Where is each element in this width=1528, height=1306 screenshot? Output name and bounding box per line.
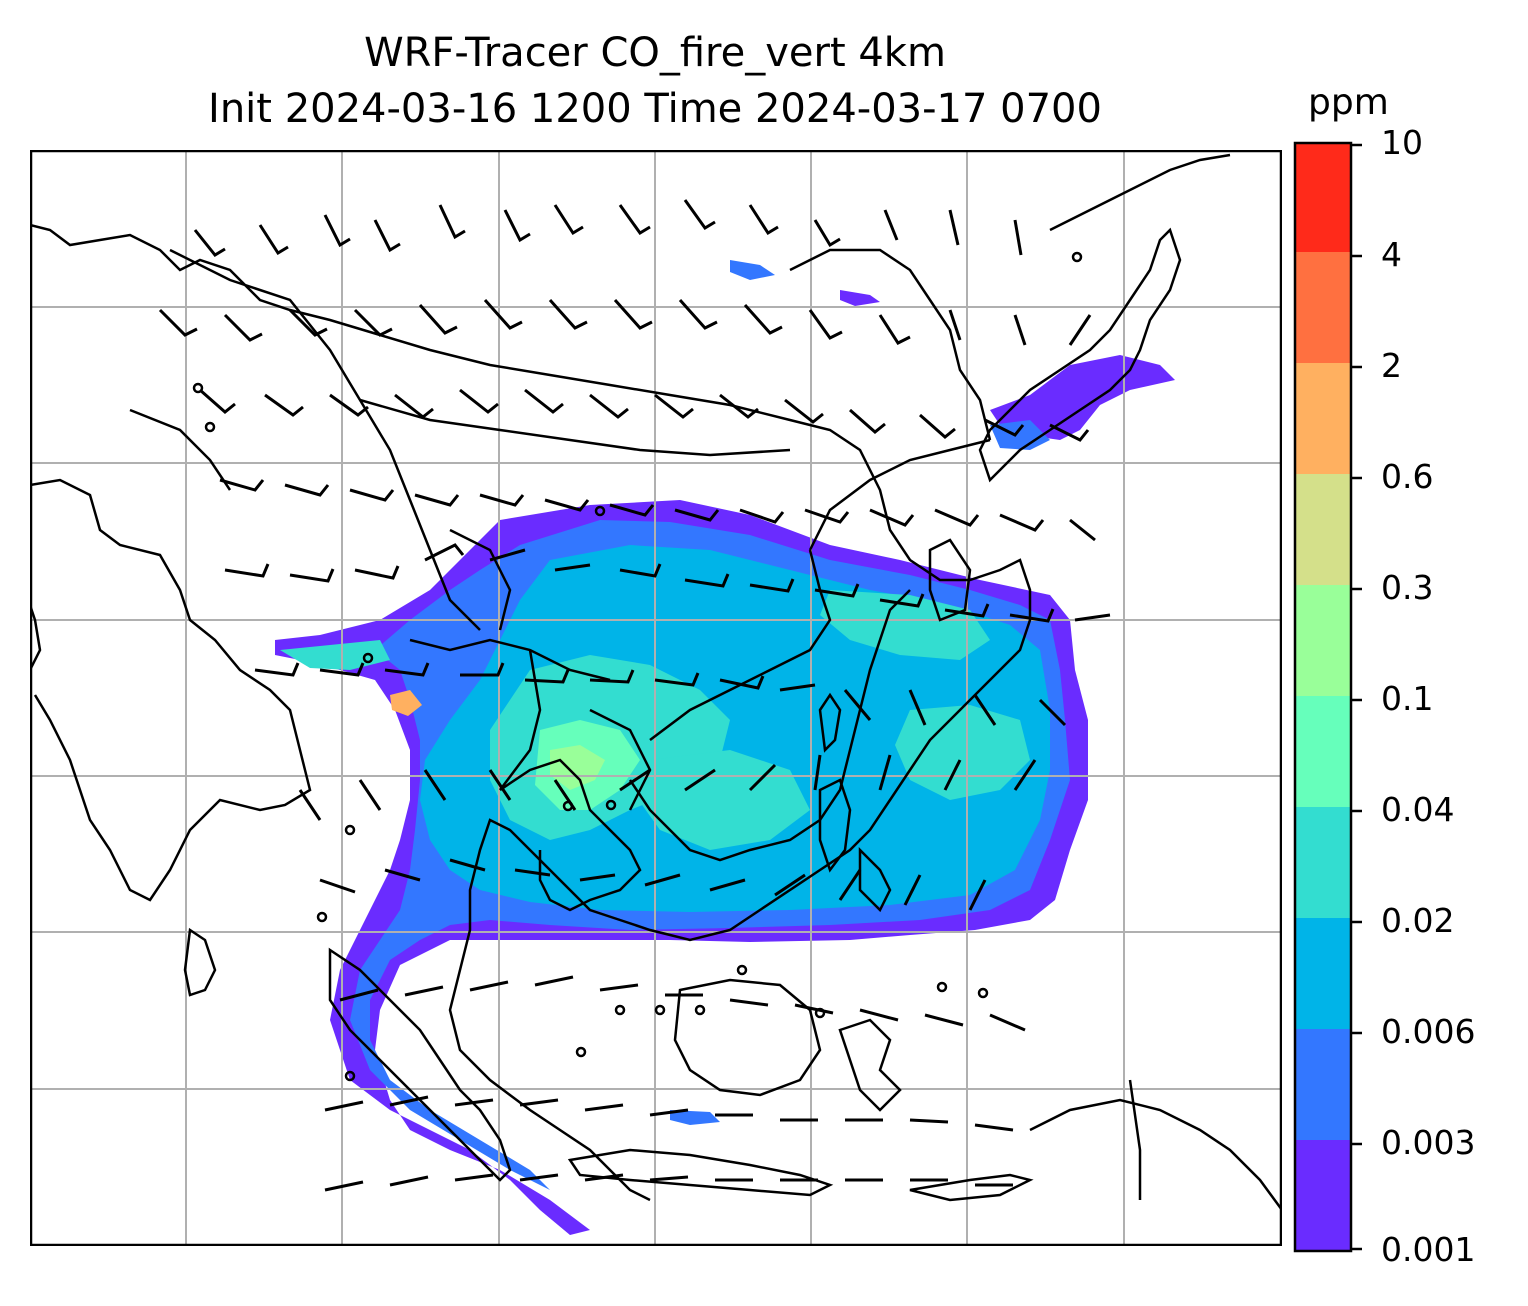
tracer-ne-a: [990, 355, 1175, 440]
wind-barb-row-6: [254, 662, 1067, 727]
wind-barb-row-5: [224, 543, 1111, 623]
coast-sulawesi: [838, 1018, 902, 1112]
gridlines: [30, 150, 1282, 1246]
coast-borneo: [673, 978, 822, 1097]
border-8: [789, 248, 992, 441]
wind-barbs: [158, 199, 1111, 1192]
colorbar-tick-label: 0.001: [1381, 1230, 1476, 1269]
colorbar-ticks: [1351, 143, 1362, 1251]
wind-barb-row-7: [298, 754, 1037, 821]
colorbar-tick-label: 0.006: [1381, 1012, 1476, 1051]
tracer-field: [275, 260, 1175, 1235]
wind-barb-row-11: [324, 1173, 1013, 1192]
wind-barb-row-8: [319, 858, 987, 911]
border-11: [1128, 1079, 1142, 1200]
colorbar-tick-label: 0.04: [1381, 790, 1455, 829]
wind-barb-row-2: [158, 299, 1092, 346]
border-9: [449, 528, 512, 631]
border-10: [129, 408, 232, 491]
colorbar-bin-2: [1295, 1029, 1351, 1140]
colorbar-bin-9: [1295, 252, 1351, 363]
coast-timor: [909, 1173, 1034, 1202]
tracer-0.3: [390, 690, 422, 716]
coast-korea: [928, 538, 972, 622]
colorbar-unit: ppm: [1308, 82, 1389, 123]
tracer-se: [670, 1110, 720, 1125]
colorbar-bins: [1295, 143, 1351, 1251]
wind-barb-row-1: [193, 199, 1023, 257]
tracer-ne-b: [990, 420, 1050, 450]
coast-india: [30, 478, 312, 902]
coast-srilanka: [183, 927, 217, 997]
coast-iran: [30, 223, 1032, 1202]
border-5: [589, 708, 652, 811]
tracer-n-b: [840, 290, 880, 306]
coast-sumatra: [328, 947, 512, 1182]
coast-japan: [978, 227, 1182, 483]
coast-philippines: [818, 778, 892, 913]
colorbar-tick-label: 0.1: [1381, 679, 1434, 718]
tracer-0.02-b: [820, 590, 990, 660]
colorbar-tick-label: 0.3: [1381, 568, 1434, 607]
map-subtitle: Init 2024-03-16 1200 Time 2024-03-17 070…: [208, 86, 1102, 132]
wind-barb-row-4: [219, 478, 1096, 542]
colorbar-tick-label: 0.003: [1381, 1123, 1476, 1162]
tracer-0.02-e: [280, 640, 390, 670]
coast-arabian: [30, 604, 42, 671]
colorbar-bin-6: [1295, 585, 1351, 696]
tracer-n-a: [730, 260, 775, 280]
coastlines: [30, 153, 1282, 1211]
wind-barb-row-9: [339, 975, 1026, 1032]
wind-barb-row-10: [324, 1095, 1014, 1132]
coast-newguinea: [1029, 1098, 1282, 1211]
coast-seasia: [499, 758, 642, 912]
coast-russia-ne: [1049, 153, 1231, 232]
colorbar-bin-7: [1295, 474, 1351, 585]
map-panel: [30, 150, 1282, 1246]
colorbar-bin-8: [1295, 363, 1351, 474]
colorbar-bin-5: [1295, 696, 1351, 807]
colorbar-tick-label: 2: [1381, 346, 1402, 385]
colorbar-frame: [1293, 141, 1353, 1253]
coast-taiwan: [818, 692, 842, 753]
tracer-0.1: [550, 745, 605, 790]
colorbar-tick-label: 0.02: [1381, 901, 1455, 940]
colorbar-tick-label: 10: [1381, 123, 1423, 162]
colorbar-tick-label: 4: [1381, 235, 1402, 274]
calm-circles: [192, 251, 1083, 1082]
border-6: [649, 549, 832, 741]
colorbar-bin-3: [1295, 918, 1351, 1029]
colorbar: [1293, 141, 1362, 1253]
border-7: [808, 438, 991, 551]
wind-barb-row-3: [199, 388, 1090, 442]
map-title: WRF-Tracer CO_fire_vert 4km: [364, 30, 946, 76]
map-frame: [30, 150, 1282, 1246]
border-1: [169, 248, 481, 631]
coast-java: [567, 1148, 834, 1197]
colorbar-bin-4: [1295, 807, 1351, 918]
colorbar-bin-1: [1295, 1140, 1351, 1251]
colorbar-tick-label: 0.6: [1381, 457, 1434, 496]
border-2: [359, 398, 791, 457]
border-3: [409, 638, 611, 682]
colorbar-bin-10: [1295, 143, 1351, 252]
